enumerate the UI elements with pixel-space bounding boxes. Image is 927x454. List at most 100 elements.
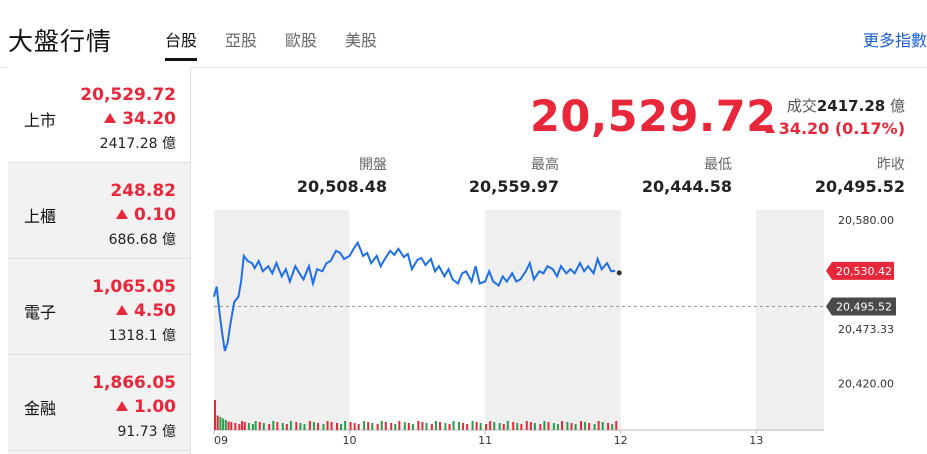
x-tick-label: 13 (749, 434, 763, 447)
volume-bar (547, 422, 550, 430)
volume-bar (615, 421, 618, 430)
volume-bar (330, 422, 333, 430)
hour-band (485, 210, 621, 430)
last-point-dot (616, 270, 622, 276)
volume-bar (421, 422, 424, 430)
volume-bar (611, 424, 614, 430)
volume-bar (425, 423, 428, 430)
price-line (213, 240, 616, 352)
sidebar-item-name: 上櫃 (24, 207, 57, 226)
volume-bar (363, 421, 366, 430)
stat-open: 開盤 20,508.48 (267, 154, 387, 196)
volume-bar (247, 423, 250, 430)
volume-bar (584, 422, 587, 430)
volume-bar (224, 420, 227, 430)
up-triangle-icon (116, 209, 129, 219)
volume-bar (529, 422, 532, 430)
x-tick-label: 11 (478, 434, 492, 447)
volume-bar (326, 421, 329, 430)
volume-bar (285, 424, 288, 430)
sidebar-item-value: 1,866.05 (92, 373, 176, 393)
y-tick-label: 20,420.00 (838, 378, 894, 391)
tab-asia[interactable]: 亞股 (225, 31, 258, 50)
sidebar-item-electronics[interactable]: 電子 1,065.05 4.50 1318.1 億 (8, 259, 190, 355)
volume-bar (384, 422, 387, 430)
volume-bar (367, 422, 370, 430)
volume-bar (479, 423, 482, 430)
volume-bar (394, 424, 397, 430)
volume-bar (502, 424, 505, 430)
sidebar-item-change: 1.00 (116, 397, 176, 417)
volume-bar (533, 423, 536, 430)
volume-bar (289, 421, 292, 430)
volume-bar (489, 421, 492, 430)
sidebar-item-name: 上市 (24, 111, 57, 130)
volume-bar (493, 422, 496, 430)
volume-bar (322, 424, 325, 430)
tab-us[interactable]: 美股 (345, 31, 378, 50)
sidebar-item-change: 0.10 (116, 205, 176, 225)
volume-bar (516, 423, 519, 430)
stat-label: 開盤 (359, 157, 387, 173)
volume-value: 2417.28 (816, 97, 886, 115)
volume-bar (268, 424, 271, 430)
volume-bar (506, 421, 509, 430)
sidebar-item-volume: 91.73 億 (117, 424, 176, 440)
volume-bar (238, 424, 241, 430)
volume-bar (230, 422, 233, 430)
sidebar-item-change: 34.20 (104, 109, 176, 129)
volume-bar (561, 421, 564, 430)
sidebar-item-finance[interactable]: 金融 1,866.05 1.00 91.73 億 (8, 355, 190, 451)
volume-bar (214, 400, 216, 430)
sidebar-item-name: 電子 (24, 303, 57, 322)
stat-high: 最高 20,559.97 (439, 154, 559, 196)
y-tick-label: 20,473.33 (838, 323, 894, 336)
stat-value: 20,508.48 (296, 177, 387, 196)
volume-bar (317, 423, 320, 430)
tab-europe[interactable]: 歐股 (285, 31, 318, 50)
prev-close-label: 20,495.52 (836, 300, 892, 313)
y-tick-label: 20,580.00 (838, 214, 894, 227)
stat-prev-close: 昨收 20,495.52 (785, 154, 905, 196)
sidebar-item-listed[interactable]: 上市 20,529.72 34.20 2417.28 億 (8, 67, 190, 163)
page-title: 大盤行情 (8, 27, 113, 56)
volume-bar (588, 423, 591, 430)
divider (0, 67, 927, 68)
volume-bar (251, 424, 254, 430)
volume-bar (411, 424, 414, 430)
last-price-badge (826, 261, 894, 280)
more-indices-link[interactable]: 更多指數 (862, 31, 927, 50)
volume-bar (570, 423, 573, 430)
volume-bar (336, 423, 338, 430)
up-triangle-icon (104, 113, 117, 123)
volume-bar (580, 421, 582, 430)
volume-bar (216, 415, 219, 430)
volume-bar (525, 421, 528, 430)
stat-label: 昨收 (877, 157, 905, 173)
volume-bar (312, 422, 315, 430)
current-price: 20,529.72 (530, 92, 777, 142)
volume-bar (349, 422, 352, 430)
volume-bar (276, 422, 279, 430)
volume-bar (601, 422, 604, 430)
change-value: 34.20 (122, 109, 176, 129)
volume-bar (357, 424, 360, 430)
volume-bar (466, 424, 469, 430)
volume-bar (308, 421, 311, 430)
volume-label: 成交 (786, 97, 817, 115)
sidebar-item-otc[interactable]: 上櫃 248.82 0.10 686.68 億 (8, 163, 190, 259)
volume-bar (254, 421, 257, 430)
volume-bar (380, 421, 383, 430)
stat-value: 20,444.58 (641, 177, 732, 196)
volume-bar (403, 422, 406, 430)
up-triangle-icon (764, 124, 775, 133)
volume-bar (258, 422, 261, 430)
tab-taiwan[interactable]: 台股 (165, 27, 198, 61)
volume-bar (227, 421, 230, 430)
volume-bar (462, 423, 465, 430)
volume-bar (593, 424, 596, 430)
volume-bar (407, 423, 410, 430)
prev-close-badge (826, 297, 896, 316)
x-tick-label: 12 (614, 434, 628, 447)
volume-bar (376, 424, 379, 430)
